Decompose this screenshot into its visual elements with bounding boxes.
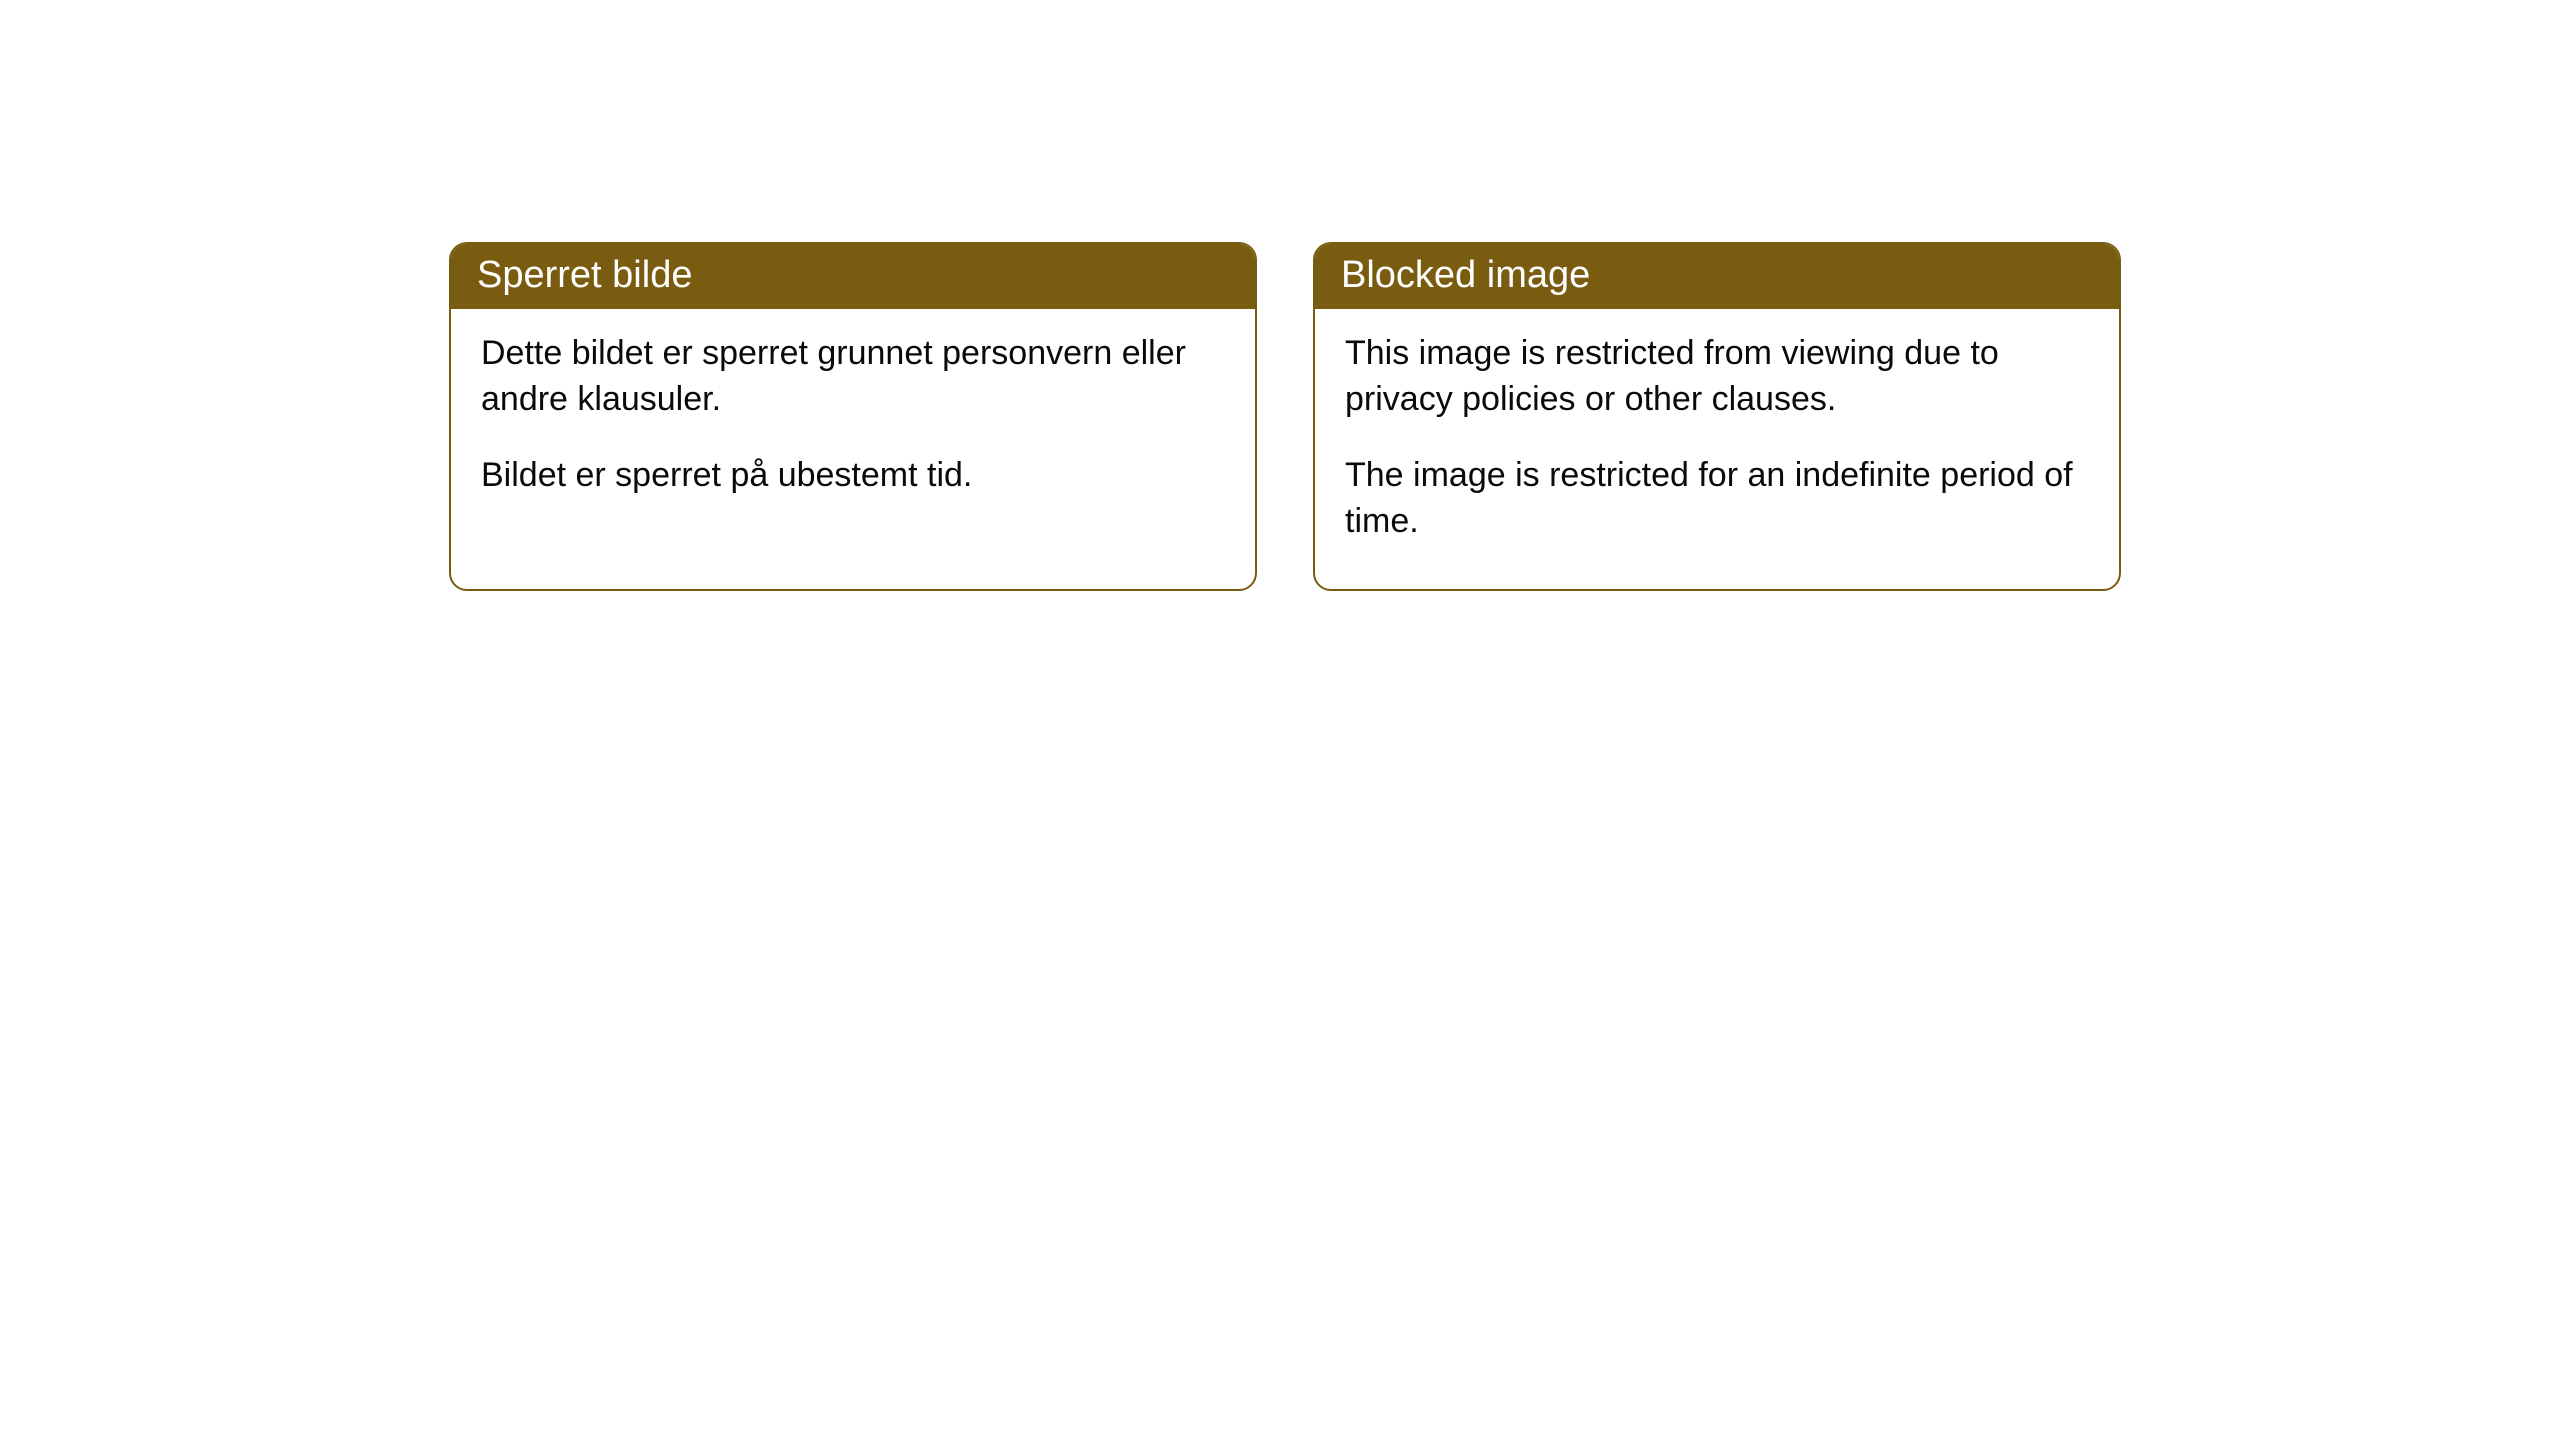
notice-text: Dette bildet er sperret grunnet personve…: [481, 331, 1225, 423]
notice-card-english: Blocked image This image is restricted f…: [1313, 242, 2121, 591]
notice-text: Bildet er sperret på ubestemt tid.: [481, 453, 1225, 499]
card-title: Blocked image: [1315, 244, 2119, 309]
notice-container: Sperret bilde Dette bildet er sperret gr…: [449, 242, 2121, 591]
card-body: Dette bildet er sperret grunnet personve…: [451, 309, 1255, 543]
notice-text: The image is restricted for an indefinit…: [1345, 453, 2089, 545]
card-body: This image is restricted from viewing du…: [1315, 309, 2119, 589]
notice-card-norwegian: Sperret bilde Dette bildet er sperret gr…: [449, 242, 1257, 591]
card-title: Sperret bilde: [451, 244, 1255, 309]
notice-text: This image is restricted from viewing du…: [1345, 331, 2089, 423]
